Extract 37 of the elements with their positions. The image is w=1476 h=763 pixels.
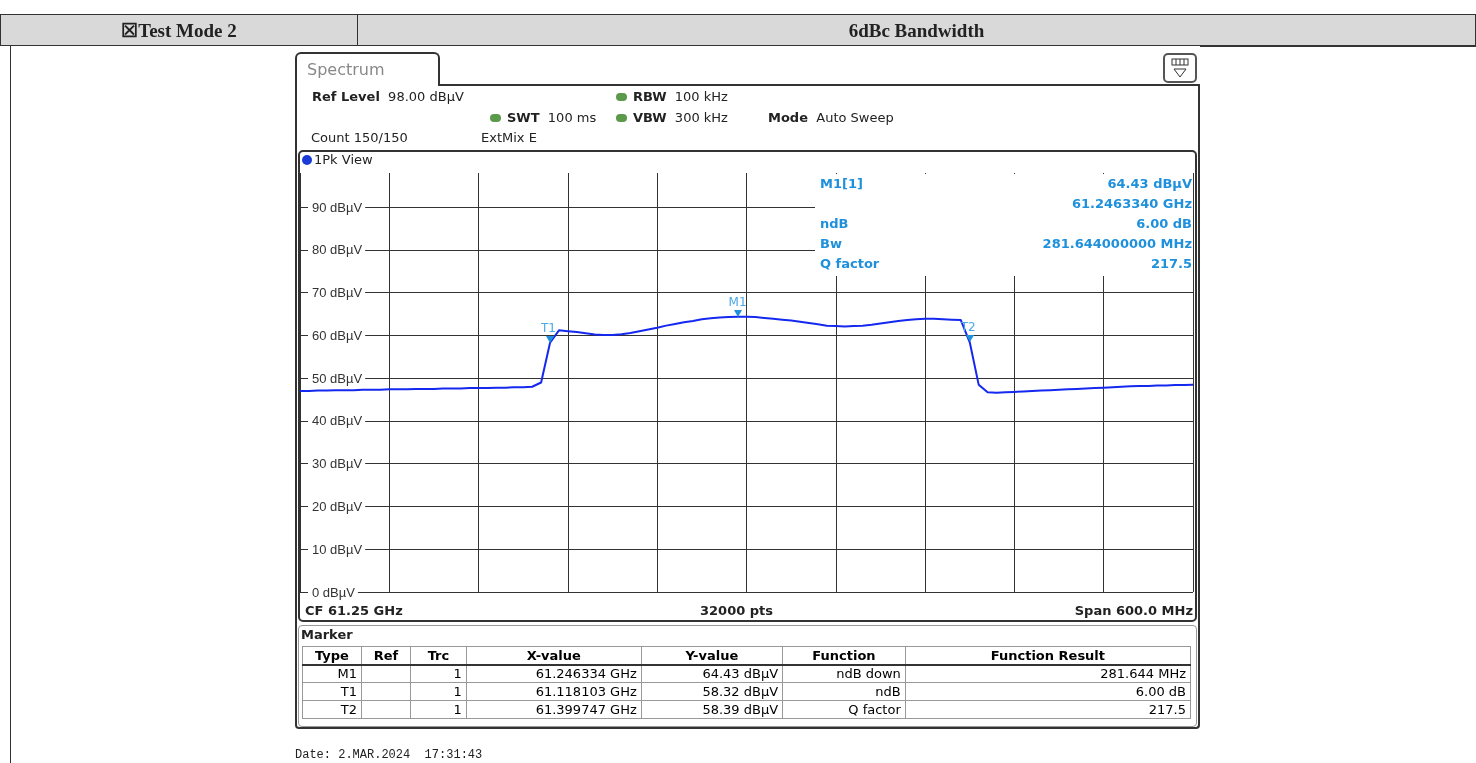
text: ☒Test Mode 2: [0, 14, 358, 46]
annotation: 61.2463340 GHz: [1072, 196, 1192, 211]
text: T1 1 61.118103 GHz 58.32 dBµV ndB 6.00 dB: [340, 684, 1186, 699]
text: Spectrum: [307, 60, 385, 79]
text: M1[1] 64.43 dBµV: [820, 176, 1192, 191]
text: M1 1 61.246334 GHz 64.43 dBµV ndB down 281.644 MHz: [337, 666, 1186, 682]
text: SWT 100 ms: [507, 110, 597, 125]
text: Bw 281.644000000 MHz: [820, 236, 1192, 251]
text: ndB 6.00 dB: [820, 216, 1192, 231]
y-tick-label: 90 dBµV: [312, 199, 363, 215]
y-tick-label: 30 dBµV: [312, 456, 363, 472]
y-tick-label: 0 dBµV: [312, 584, 356, 600]
text: Date: 2.MAR.2024 17:31:43: [295, 748, 483, 762]
text: CF 61.25 GHz: [305, 603, 403, 618]
text: Type Ref Trc X-value Y-value Function Function Result: [315, 647, 1106, 663]
text: VBW 300 kHz: [633, 110, 728, 125]
text: Marker: [301, 627, 353, 642]
annotation: T1: [541, 320, 556, 335]
text: Q factor 217.5: [820, 256, 1192, 271]
chart-title: 6dBc Bandwidth: [357, 14, 1476, 46]
text: Mode Auto Sweep: [768, 110, 894, 125]
y-tick-label: 60 dBµV: [312, 327, 363, 343]
text: ExtMix E: [481, 130, 537, 145]
text: 32000 pts: [700, 603, 774, 618]
text: Ref Level 98.00 dBµV: [312, 89, 464, 104]
text: Span 600.0 MHz: [1074, 603, 1193, 618]
y-tick-label: 70 dBµV: [312, 285, 363, 301]
text: Count 150/150: [311, 130, 408, 145]
y-tick-label: 40 dBµV: [312, 413, 363, 429]
text: T2 1 61.399747 GHz 58.39 dBµV Q factor 217.5: [340, 702, 1186, 717]
text: RBW 100 kHz: [633, 89, 728, 104]
y-tick-label: 20 dBµV: [312, 498, 363, 514]
y-tick-label: 50 dBµV: [312, 370, 363, 386]
y-tick-label: 10 dBµV: [312, 541, 363, 557]
annotation: M1: [728, 294, 747, 309]
text: 1Pk View: [314, 152, 373, 167]
y-tick-label: 80 dBµV: [312, 242, 363, 258]
